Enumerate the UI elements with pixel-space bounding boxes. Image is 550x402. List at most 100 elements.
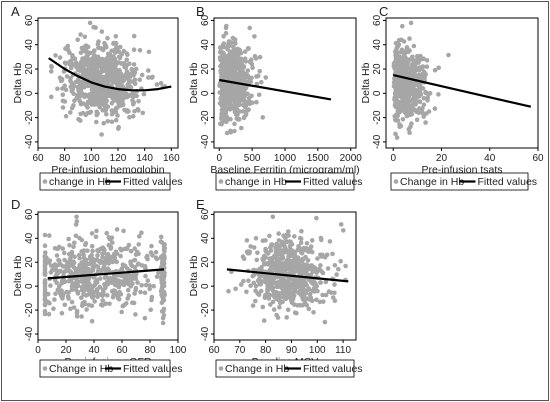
data-point (111, 253, 117, 259)
data-point (307, 297, 312, 302)
data-point (227, 95, 232, 100)
data-point (53, 53, 58, 58)
data-point (69, 105, 75, 111)
data-point (122, 281, 127, 286)
y-tick-label: -20 (24, 302, 35, 317)
data-point (154, 82, 160, 87)
data-point (119, 81, 124, 87)
data-point (115, 113, 120, 118)
data-point (102, 104, 107, 109)
y-tick-label: 40 (24, 232, 35, 244)
data-point (82, 34, 88, 40)
data-point (110, 95, 115, 101)
data-point (100, 303, 105, 308)
y-tick-label: -40 (200, 326, 211, 341)
data-point (60, 98, 66, 104)
data-point (226, 288, 231, 294)
data-point (84, 307, 89, 312)
data-point (309, 280, 314, 285)
data-point (117, 55, 123, 61)
data-point (102, 275, 108, 281)
data-point (104, 230, 109, 236)
x-tick-label: 60 (532, 153, 544, 164)
data-point (78, 111, 83, 117)
data-point (393, 41, 399, 46)
data-point (82, 301, 88, 307)
data-point (84, 50, 90, 56)
data-point (84, 62, 89, 67)
y-tick-label: 20 (200, 256, 211, 268)
data-point (255, 250, 260, 256)
data-point (271, 307, 277, 312)
data-point (49, 69, 54, 74)
data-point (110, 240, 115, 245)
data-point (80, 261, 85, 267)
data-point (134, 249, 140, 255)
data-point (149, 243, 154, 249)
data-point (48, 263, 54, 268)
legend-label-points: Change in Hb (225, 363, 289, 375)
data-point (245, 46, 251, 51)
data-point (95, 92, 100, 97)
data-point (393, 96, 399, 102)
data-point (115, 295, 121, 301)
data-point (408, 20, 414, 26)
data-point (73, 233, 79, 239)
y-tick-label: 60 (200, 14, 211, 26)
data-point (280, 299, 285, 305)
data-point (90, 248, 95, 254)
x-tick-label: 20 (436, 153, 448, 164)
y-tick-label: 40 (24, 39, 35, 51)
panel-letter: B (196, 4, 205, 19)
data-point (99, 29, 105, 34)
data-point (95, 253, 100, 258)
data-point (54, 253, 60, 258)
data-point (287, 294, 293, 300)
data-point (154, 256, 160, 262)
data-point (101, 120, 106, 126)
scatter-points (217, 23, 269, 136)
data-point (49, 94, 54, 100)
data-point (97, 284, 103, 290)
data-point (122, 107, 127, 113)
data-point (396, 92, 402, 98)
data-point (80, 284, 85, 289)
data-point (44, 255, 49, 261)
data-point (259, 267, 264, 273)
data-point (145, 278, 151, 283)
data-point (436, 65, 442, 71)
data-point (113, 67, 119, 72)
data-point (122, 90, 127, 96)
data-point (162, 242, 167, 247)
y-axis-label: Delta Hb (188, 255, 200, 296)
data-point (299, 228, 304, 234)
data-point (95, 294, 100, 300)
data-point (126, 293, 132, 298)
data-point (285, 265, 291, 271)
data-point (446, 52, 451, 58)
data-point (220, 55, 226, 60)
data-point (65, 294, 71, 299)
data-point (287, 243, 293, 249)
data-point (262, 261, 268, 267)
data-point (302, 301, 307, 307)
data-point (312, 289, 317, 294)
data-point (83, 257, 89, 263)
data-point (232, 121, 237, 127)
data-point (252, 54, 258, 59)
data-point (88, 66, 93, 71)
data-point (288, 269, 294, 275)
data-point (83, 242, 88, 248)
data-point (130, 102, 136, 107)
data-point (106, 276, 112, 281)
legend-label-line: Fitted values (123, 363, 183, 375)
data-point (396, 62, 402, 68)
data-point (108, 256, 113, 262)
y-axis-label: Delta Hb (188, 62, 200, 103)
data-point (118, 77, 124, 83)
data-point (239, 125, 244, 131)
data-point (69, 251, 75, 256)
data-point (122, 272, 128, 278)
data-point (90, 284, 96, 289)
data-point (394, 113, 400, 118)
